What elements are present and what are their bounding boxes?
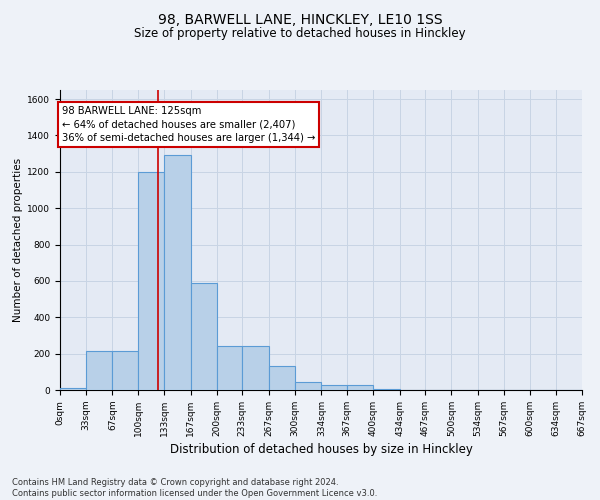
Bar	[242, 346, 269, 390]
Bar	[138, 172, 164, 390]
Y-axis label: Number of detached properties: Number of detached properties	[13, 158, 23, 322]
Bar	[269, 366, 295, 390]
Bar	[295, 382, 322, 390]
Bar	[60, 388, 86, 390]
Text: Size of property relative to detached houses in Hinckley: Size of property relative to detached ho…	[134, 28, 466, 40]
Bar	[164, 156, 191, 390]
Text: 98 BARWELL LANE: 125sqm
← 64% of detached houses are smaller (2,407)
36% of semi: 98 BARWELL LANE: 125sqm ← 64% of detache…	[62, 106, 315, 143]
Bar	[347, 386, 373, 390]
Text: Contains HM Land Registry data © Crown copyright and database right 2024.
Contai: Contains HM Land Registry data © Crown c…	[12, 478, 377, 498]
Bar	[112, 351, 138, 390]
Bar	[322, 386, 347, 390]
Bar	[191, 282, 217, 390]
Bar	[217, 346, 242, 390]
Text: 98, BARWELL LANE, HINCKLEY, LE10 1SS: 98, BARWELL LANE, HINCKLEY, LE10 1SS	[158, 12, 442, 26]
X-axis label: Distribution of detached houses by size in Hinckley: Distribution of detached houses by size …	[170, 443, 472, 456]
Bar	[373, 389, 400, 390]
Bar	[86, 351, 112, 390]
